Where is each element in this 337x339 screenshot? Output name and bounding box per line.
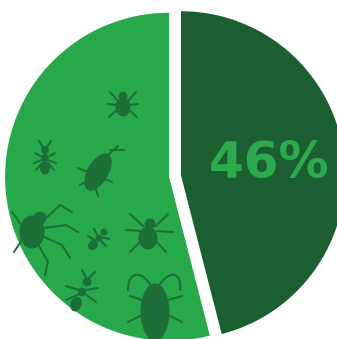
ant-icon [65,269,99,312]
cockroach-icon [77,145,125,197]
spider-icon [107,91,139,118]
labels: 46% [209,132,329,190]
ant-icon [87,228,110,251]
spider-icon [11,203,79,276]
value-label: 46% [209,132,329,190]
ant-icon [33,140,57,175]
spider-icon [125,213,174,253]
cockroach-icon [127,274,183,339]
bug-illustrations [11,91,183,339]
pie-slice [180,11,337,335]
